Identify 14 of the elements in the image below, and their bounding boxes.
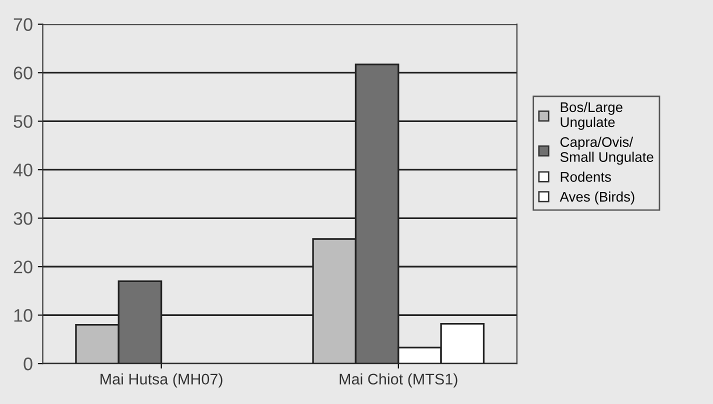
- y-tick-label: 0: [24, 358, 32, 370]
- legend-label: Aves (Birds): [560, 192, 634, 204]
- x-tick-label: Mai Chiot (MTS1): [340, 373, 458, 388]
- y-tick-label: 50: [14, 115, 32, 128]
- y-tick-label: 60: [14, 66, 32, 80]
- y-tick-label: 70: [14, 18, 32, 31]
- legend-label: Capra/Ovis/ Small Ungulate: [560, 136, 654, 165]
- y-tick-label: 20: [14, 260, 32, 274]
- y-tick-label: 30: [14, 212, 32, 225]
- y-tick-label: 40: [13, 164, 32, 176]
- x-tick-label: Mai Hutsa (MH07): [100, 373, 222, 388]
- legend-label: Bos/Large Ungulate: [560, 102, 622, 130]
- legend-label: Rodents: [560, 172, 611, 182]
- y-tick-label: 10: [14, 309, 32, 322]
